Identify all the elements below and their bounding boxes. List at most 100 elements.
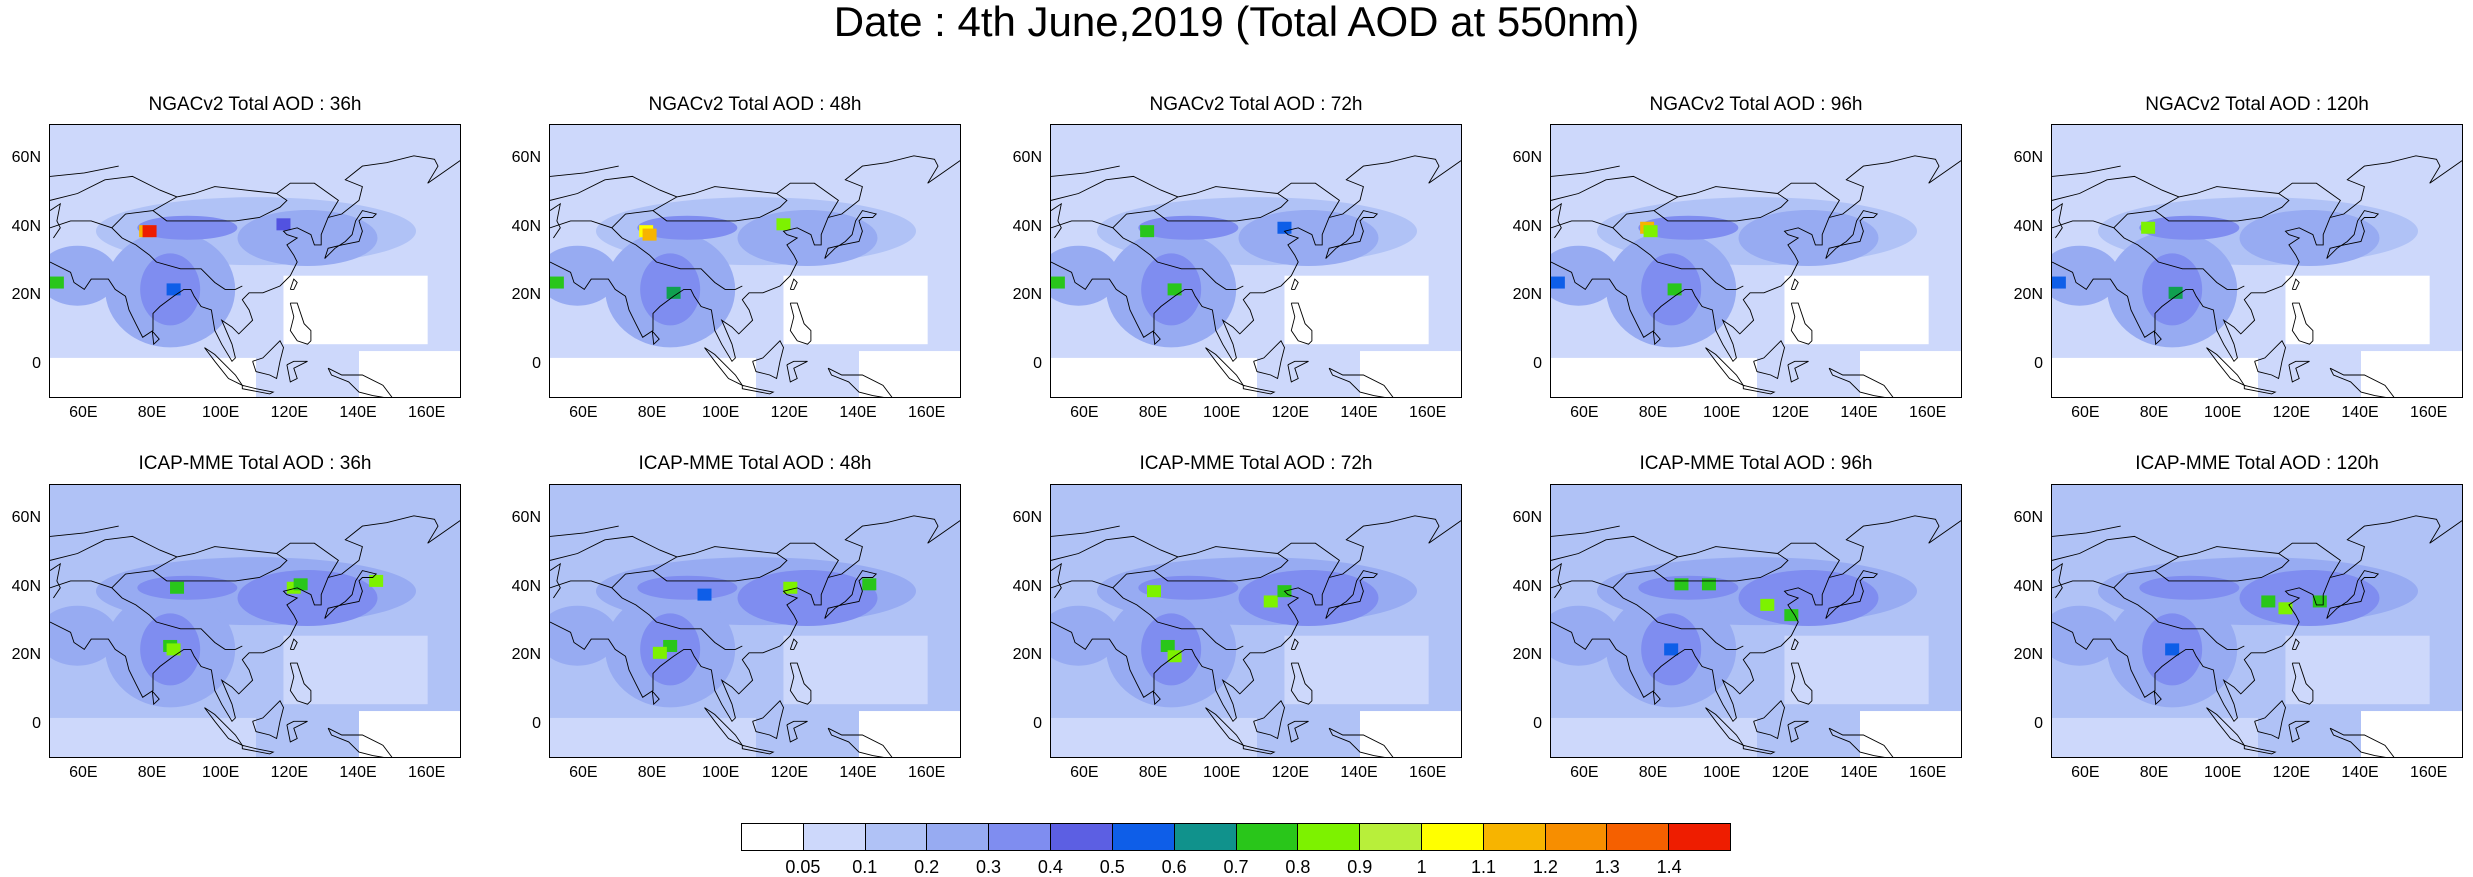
panel-title: ICAP-MME Total AOD : 96h (1639, 453, 1873, 474)
lon-tick-label: 60E (69, 764, 98, 781)
coastline (789, 302, 812, 345)
lat-tick-label: 0 (532, 714, 541, 732)
lon-tick-label: 160E (907, 764, 946, 781)
coastline (741, 744, 775, 755)
coastline (1652, 330, 1661, 346)
aod-hotspot (142, 225, 157, 238)
coastline (651, 690, 660, 706)
coastline (1287, 720, 1309, 743)
coastline (241, 744, 275, 755)
aod-belt (550, 605, 618, 666)
coastline (1653, 553, 1789, 582)
coastline (1612, 542, 1840, 589)
aod-low-region (50, 357, 256, 397)
aod-map-panel (549, 484, 961, 758)
aod-low-region (283, 275, 428, 345)
coastline (50, 202, 61, 239)
coastline (2326, 210, 2380, 259)
coastline (2113, 182, 2341, 229)
lon-tick-label: 140E (339, 764, 377, 781)
colorbar-box (927, 824, 990, 850)
page-title: Date : 4th June,2019 (Total AOD at 550nm… (833, 0, 1640, 45)
lon-tick-label: 120E (770, 404, 809, 421)
coastline (111, 542, 339, 589)
lon-tick-label: 100E (201, 764, 240, 781)
coastline (786, 720, 808, 743)
lon-tick-label: 80E (637, 404, 667, 421)
coastline (1551, 175, 1679, 201)
lon-tick-label: 60E (1070, 764, 1099, 781)
coastline (1290, 662, 1313, 705)
aod-belt (1551, 605, 1619, 666)
coastline (1787, 360, 1809, 383)
coastline (241, 384, 275, 395)
coastline (1153, 553, 1289, 582)
aod-belt (637, 575, 738, 600)
aod-belt (1051, 605, 1119, 666)
aod-field (1051, 125, 1461, 397)
lon-tick-label: 60E (2071, 764, 2100, 781)
lat-tick-label: 60N (1012, 149, 1042, 167)
aod-low-region (359, 711, 460, 757)
coastline (789, 278, 798, 290)
panel-title: ICAP-MME Total AOD : 48h (638, 453, 872, 474)
colorbar-box (865, 824, 928, 850)
coastline (1152, 330, 1161, 346)
lat-tick-label: 0 (2034, 714, 2043, 732)
aod-hotspot (170, 581, 185, 594)
coastline (151, 690, 160, 706)
lon-tick-label: 80E (2139, 404, 2169, 421)
aod-low-region (1051, 357, 1257, 397)
coastline (2329, 367, 2395, 397)
lon-tick-label: 60E (569, 404, 598, 421)
coastline (50, 220, 243, 290)
aod-belt (1238, 570, 1379, 627)
coastline (550, 562, 561, 599)
lat-tick-label: 0 (1533, 714, 1542, 732)
coastline (1253, 340, 1285, 380)
coastline (2291, 302, 2314, 345)
coastline (1551, 165, 1620, 177)
aod-belt (50, 245, 118, 306)
aod-hotspot (862, 578, 877, 591)
aod-hotspot (652, 646, 667, 659)
aod-belt (1738, 210, 1879, 267)
aod-field (50, 485, 460, 757)
coastline (1051, 525, 1120, 537)
lon-tick-label: 120E (1771, 764, 1810, 781)
lat-tick-label: 60N (1512, 509, 1542, 527)
colorbar-box (1421, 824, 1484, 850)
coastline (1328, 727, 1394, 757)
lon-tick-label: 140E (2341, 404, 2379, 421)
lon-tick-label: 160E (2409, 404, 2448, 421)
coastline (1152, 690, 1161, 706)
aod-hotspot (166, 283, 181, 296)
aod-low-region (2361, 711, 2462, 757)
aod-low-region (1551, 357, 1757, 397)
aod-low-region (783, 635, 928, 705)
aod-belt (2052, 245, 2120, 306)
coastline (611, 182, 839, 229)
coastline (752, 700, 784, 740)
lon-tick-label: 140E (339, 404, 377, 421)
coastline (2052, 580, 2245, 650)
lon-tick-label: 160E (1908, 404, 1947, 421)
coastline (289, 662, 312, 705)
coastline (1551, 535, 1679, 561)
coastline (50, 515, 460, 723)
lon-tick-label: 100E (701, 404, 740, 421)
colorbar-tick-label: 0.7 (1223, 857, 1249, 877)
colorbar-box (1483, 824, 1546, 850)
aod-belt (50, 605, 118, 666)
lon-tick-label: 80E (1138, 404, 1168, 421)
coastline (1153, 193, 1289, 222)
aod-belt (1138, 575, 1239, 600)
coastline (1790, 278, 1799, 290)
coastline (1551, 515, 1961, 723)
colorbar-box (1545, 824, 1608, 850)
coastline (2206, 347, 2246, 387)
colorbar-tick-label: 0.4 (1037, 857, 1063, 877)
colorbar-tick-label: 0.2 (914, 857, 940, 877)
lat-tick-label: 60N (2013, 509, 2043, 527)
aod-low-region (1284, 275, 1429, 345)
